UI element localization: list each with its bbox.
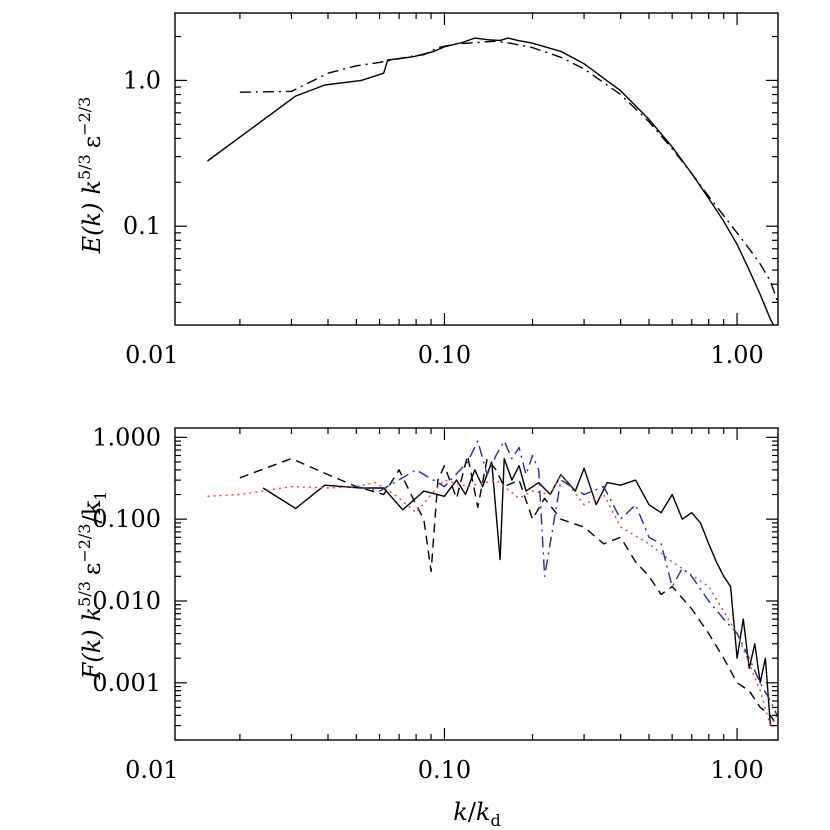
bottom-ylabel-tail: /k [78,500,106,523]
bottom-series-group [207,440,778,727]
top-y-tick-label: 0.1 [123,212,161,240]
bottom-ticks [175,428,778,741]
bottom-y-axis-label: F(k) k5/3 ε−2/3/k1 [75,491,110,681]
bottom-series-solid-line [262,457,776,727]
bottom-tick-labels: 0.01 0.10 1.00 0.001 0.010 0.100 1.000 [92,423,764,784]
bottom-y-tick-label: 0.100 [92,505,161,533]
bottom-x-tick-label: 1.00 [710,756,763,784]
top-x-tick-label: 0.01 [125,341,178,369]
top-ylabel-kexp: 5/3 [75,154,94,180]
bottom-x-axis-label: k/kd [453,798,500,830]
bottom-series-dashed-line [239,454,778,726]
bottom-ylabel-kexp: 5/3 [75,581,94,607]
xlabel-sub: d [490,811,500,830]
top-x-tick-label: 0.10 [418,341,471,369]
bottom-plot-frame [174,427,779,741]
bottom-x-tick-label: 0.10 [418,756,471,784]
xlabel-k: k [453,798,468,826]
top-series-dashdot-line [239,40,778,301]
top-x-tick-label: 1.00 [710,341,763,369]
top-y-tick-label: 1.0 [123,66,161,94]
bottom-series-dashdot-line [356,440,778,716]
top-ylabel-main: E(k) [78,203,106,255]
top-series-group [207,37,778,325]
bottom-y-tick-label: 1.000 [92,423,161,451]
top-y-axis-label: E(k) k5/3 ε−2/3 [75,97,106,255]
bottom-series-dotted-line [207,473,778,727]
top-ylabel-k: k [78,180,106,195]
top-ticks [175,13,778,325]
bottom-y-tick-label: 0.010 [92,587,161,615]
top-ylabel-eps: ε [78,136,106,148]
bottom-ylabel-eps: ε [78,563,106,575]
bottom-y-tick-label: 0.001 [92,669,161,697]
top-series-solid-line [207,37,775,325]
top-plot-frame [174,12,779,326]
top-ylabel-epsexp: −2/3 [75,97,94,136]
bottom-ylabel-k: k [78,607,106,622]
bottom-ylabel-main: F(k) [78,629,106,680]
bottom-x-tick-label: 0.01 [125,756,178,784]
xlabel-slash: / [468,798,477,826]
bottom-ylabel-tailsub: 1 [91,491,110,501]
top-tick-labels: 0.01 0.10 1.00 0.1 1.0 [123,66,764,369]
bottom-ylabel-epsexp: −2/3 [75,524,94,563]
xlabel-kd: k [476,798,491,826]
top-panel: 0.01 0.10 1.00 0.1 1.0 E(k) k5/3 ε−2/3 [75,12,779,369]
